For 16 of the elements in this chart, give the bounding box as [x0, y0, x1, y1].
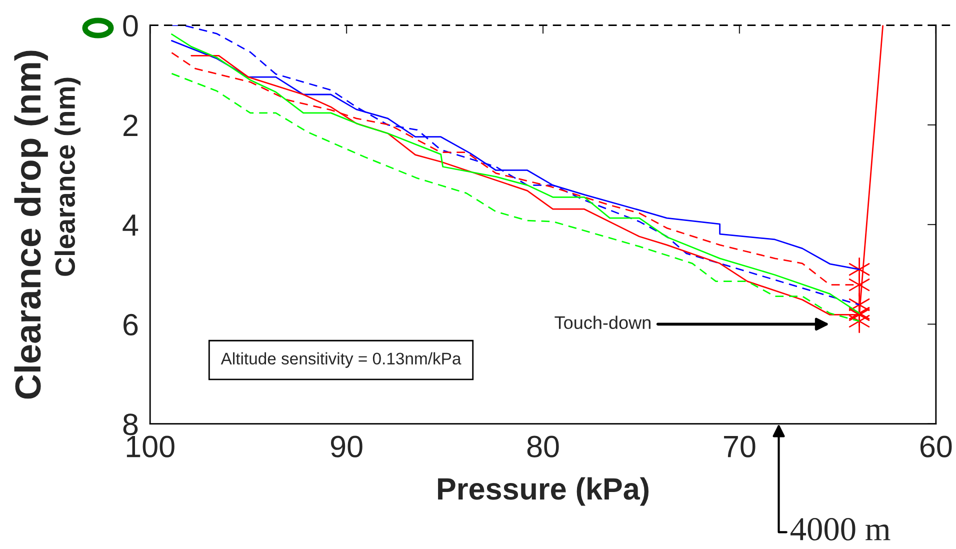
y-tick-label: 0 [123, 14, 138, 37]
x-tick-label: 60 [920, 436, 952, 458]
annotation: Touch-down [554, 316, 650, 330]
y-tick-label: 2 [124, 114, 138, 136]
annotation: Altitude sensitivity = 0.13nm/kPa [220, 352, 462, 368]
y-tick-label: 6 [124, 314, 138, 336]
x-tick-label: 80 [527, 436, 559, 458]
x-tick-label: 70 [724, 436, 756, 458]
x-tick-label: 90 [330, 436, 362, 458]
y-tick-label: 8 [123, 414, 138, 436]
x-tick-label: 100 [126, 436, 174, 458]
text: Clearance (nm) [54, 78, 81, 276]
y-axis-title: Clearance drop (nm) [14, 50, 48, 399]
x-axis-title: Pressure (kPa) [438, 477, 648, 506]
y-tick-label: 4 [122, 214, 138, 236]
text: 4000 m [790, 518, 890, 541]
